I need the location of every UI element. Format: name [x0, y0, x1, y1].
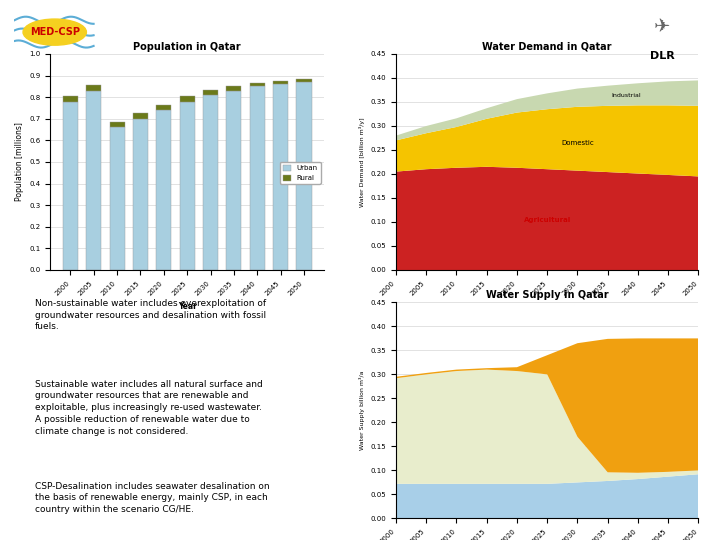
- Bar: [203, 95, 218, 270]
- Y-axis label: Water Supply billion m³/a: Water Supply billion m³/a: [359, 370, 365, 450]
- Bar: [179, 102, 195, 270]
- Bar: [109, 122, 125, 127]
- X-axis label: Year: Year: [178, 302, 197, 311]
- Bar: [156, 105, 171, 110]
- Bar: [179, 96, 195, 102]
- Text: DLR: DLR: [650, 51, 675, 61]
- Bar: [297, 79, 312, 82]
- Bar: [63, 96, 78, 102]
- Y-axis label: Population [millions]: Population [millions]: [15, 123, 24, 201]
- Text: CSP-Desalination includes seawater desalination on
the basis of renewable energy: CSP-Desalination includes seawater desal…: [35, 482, 270, 514]
- Bar: [156, 110, 171, 270]
- Text: ✈: ✈: [654, 17, 670, 36]
- Legend: Urban, Rural: Urban, Rural: [280, 162, 320, 184]
- Bar: [133, 113, 148, 119]
- Title: Water Supply in Qatar: Water Supply in Qatar: [486, 290, 608, 300]
- Bar: [297, 82, 312, 270]
- Title: Population in Qatar: Population in Qatar: [133, 42, 241, 52]
- Bar: [63, 102, 78, 270]
- Circle shape: [23, 19, 86, 45]
- Title: Water Demand in Qatar: Water Demand in Qatar: [482, 42, 612, 52]
- Bar: [250, 83, 265, 86]
- Text: MED-CSP: MED-CSP: [30, 27, 80, 37]
- Text: Industrial: Industrial: [611, 93, 641, 98]
- Bar: [109, 127, 125, 270]
- Text: Domestic: Domestic: [561, 140, 594, 146]
- Bar: [133, 119, 148, 270]
- Bar: [226, 86, 241, 91]
- Text: Non-sustainable water includes overexploitation of
groundwater resources and des: Non-sustainable water includes overexplo…: [35, 299, 266, 332]
- Bar: [86, 91, 102, 270]
- Bar: [273, 81, 288, 84]
- Bar: [273, 84, 288, 270]
- Bar: [250, 86, 265, 270]
- Text: Agricultural: Agricultural: [523, 217, 571, 222]
- Bar: [203, 90, 218, 95]
- Y-axis label: Water Demand [billion m³/y]: Water Demand [billion m³/y]: [359, 117, 365, 207]
- Bar: [226, 91, 241, 270]
- Bar: [86, 85, 102, 91]
- Text: Sustainable water includes all natural surface and
groundwater resources that ar: Sustainable water includes all natural s…: [35, 380, 263, 436]
